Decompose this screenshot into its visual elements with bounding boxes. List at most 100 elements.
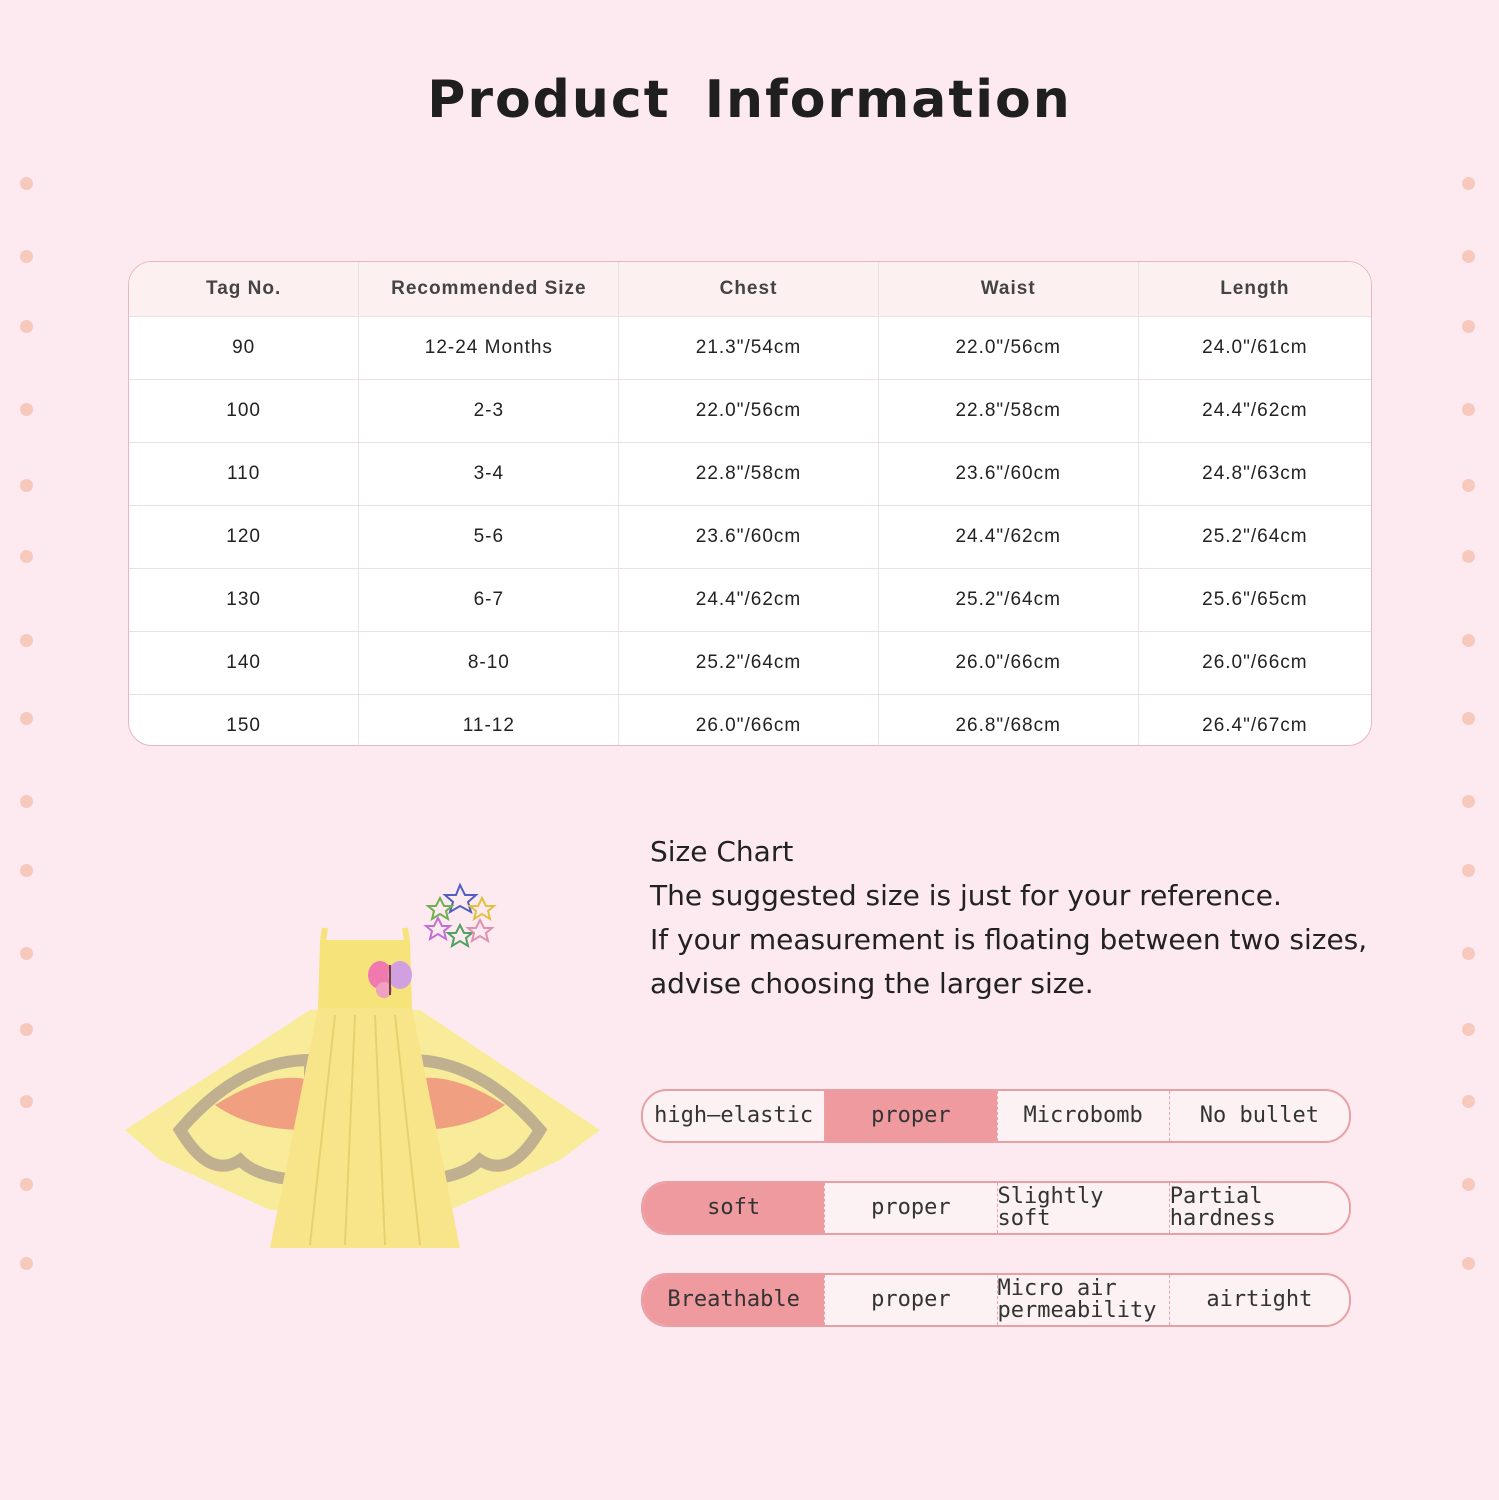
decorative-dot — [1462, 864, 1475, 877]
note-line: advise choosing the larger size. — [650, 967, 1094, 1000]
header-cell: Length — [1137, 262, 1371, 316]
decorative-dot — [1462, 320, 1475, 333]
table-row: 150 11-12 26.0"/66cm 26.8"/68cm 26.4"/67cm — [129, 694, 1371, 745]
attribute-scale: Breathable proper Micro air permeability ai… — [641, 1273, 1351, 1327]
table-cell: 6-7 — [358, 569, 618, 631]
table-cell: 24.8"/63cm — [1137, 443, 1371, 505]
note-heading: Size Chart — [650, 835, 794, 868]
scale-option: Micro air permeability — [996, 1275, 1169, 1325]
table-cell: 25.2"/64cm — [1137, 506, 1371, 568]
decorative-dot — [20, 712, 33, 725]
size-note: Size Chart The suggested size is just fo… — [650, 830, 1367, 1006]
header-cell: Chest — [618, 262, 877, 316]
scale-option: proper — [824, 1275, 996, 1325]
table-cell: 110 — [226, 463, 261, 484]
table-row: 130 6-7 24.4"/62cm 25.2"/64cm 25.6"/65cm — [129, 568, 1371, 631]
butterfly-applique-icon — [368, 961, 412, 998]
scale-option-selected: soft — [643, 1183, 825, 1233]
scale-option: airtight — [1168, 1275, 1349, 1325]
page-title: Product Information — [427, 70, 1072, 130]
decorative-dot — [20, 250, 33, 263]
decorative-dot — [1462, 1023, 1475, 1036]
table-cell: 100 — [226, 400, 261, 421]
header-cell: Recommended Size — [358, 262, 618, 316]
decorative-dot — [20, 795, 33, 808]
note-line: If your measurement is floating between … — [650, 923, 1368, 956]
table-row: 140 8-10 25.2"/64cm 26.0"/66cm 26.0"/66cm — [129, 631, 1371, 694]
scale-option-selected: proper — [824, 1091, 997, 1141]
table-cell: 12-24 Months — [358, 317, 618, 379]
table-cell: 25.6"/65cm — [1137, 569, 1371, 631]
scale-option: proper — [824, 1183, 996, 1233]
decorative-dot — [1462, 1257, 1475, 1270]
table-cell: 2-3 — [358, 380, 618, 442]
dress-image — [120, 880, 610, 1264]
table-cell: 3-4 — [358, 443, 618, 505]
decorative-dot — [1462, 634, 1475, 647]
table-row: 110 3-4 22.8"/58cm 23.6"/60cm 24.8"/63cm — [129, 442, 1371, 505]
scale-option: No bullet — [1168, 1091, 1349, 1141]
decorative-dot — [20, 1178, 33, 1191]
header-cell: Tag No. — [206, 278, 282, 299]
table-cell: 90 — [232, 337, 256, 358]
table-cell: 21.3"/54cm — [618, 317, 877, 379]
table-cell: 5-6 — [358, 506, 618, 568]
decorative-dot — [1462, 403, 1475, 416]
table-cell: 24.4"/62cm — [877, 506, 1138, 568]
table-cell: 22.0"/56cm — [618, 380, 877, 442]
decorative-dot — [1462, 712, 1475, 725]
table-cell: 26.0"/66cm — [877, 632, 1138, 694]
decorative-dot — [20, 479, 33, 492]
decorative-dot — [1462, 250, 1475, 263]
attribute-scale: high—elastic proper Microbomb No bullet — [641, 1089, 1351, 1143]
decorative-dot — [20, 947, 33, 960]
decorative-dot — [20, 1023, 33, 1036]
table-cell: 150 — [226, 715, 261, 736]
attribute-scale: soft proper Slightly soft Partial hardness — [641, 1181, 1351, 1235]
decorative-dot — [20, 864, 33, 877]
table-cell: 25.2"/64cm — [877, 569, 1138, 631]
table-cell: 26.4"/67cm — [1137, 695, 1371, 745]
decorative-dot — [1462, 947, 1475, 960]
table-row: 100 2-3 22.0"/56cm 22.8"/58cm 24.4"/62cm — [129, 379, 1371, 442]
table-cell: 11-12 — [358, 695, 618, 745]
scale-option: high—elastic — [654, 1103, 814, 1128]
table-cell: 130 — [226, 589, 261, 610]
table-header: Tag No. Recommended Size Chest Waist Len… — [129, 262, 1371, 316]
table-cell: 26.8"/68cm — [877, 695, 1138, 745]
table-cell: 24.4"/62cm — [1137, 380, 1371, 442]
table-cell: 23.6"/60cm — [877, 443, 1138, 505]
decorative-dot — [1462, 479, 1475, 492]
decorative-dot — [1462, 795, 1475, 808]
table-cell: 8-10 — [358, 632, 618, 694]
scale-option: Slightly soft — [996, 1183, 1169, 1233]
header-cell: Waist — [877, 262, 1138, 316]
scale-option: Microbomb — [996, 1091, 1169, 1141]
table-cell: 23.6"/60cm — [618, 506, 877, 568]
decorative-dot — [1462, 177, 1475, 190]
table-cell: 22.8"/58cm — [618, 443, 877, 505]
decorative-dot — [20, 403, 33, 416]
table-cell: 24.0"/61cm — [1137, 317, 1371, 379]
decorative-dot — [20, 1257, 33, 1270]
table-row: 120 5-6 23.6"/60cm 24.4"/62cm 25.2"/64cm — [129, 505, 1371, 568]
decorative-dot — [20, 634, 33, 647]
decorative-dot — [1462, 550, 1475, 563]
table-cell: 24.4"/62cm — [618, 569, 877, 631]
size-table: Tag No. Recommended Size Chest Waist Len… — [128, 261, 1372, 746]
table-cell: 26.0"/66cm — [1137, 632, 1371, 694]
table-row: 90 12-24 Months 21.3"/54cm 22.0"/56cm 24.0"/… — [129, 316, 1371, 379]
table-cell: 120 — [226, 526, 261, 547]
table-cell: 22.0"/56cm — [877, 317, 1138, 379]
decorative-dot — [20, 177, 33, 190]
table-cell: 26.0"/66cm — [618, 695, 877, 745]
table-cell: 22.8"/58cm — [877, 380, 1138, 442]
decorative-dot — [1462, 1095, 1475, 1108]
decorative-dot — [1462, 1178, 1475, 1191]
decorative-dot — [20, 320, 33, 333]
hair-clips-icon — [423, 882, 497, 949]
table-cell: 140 — [226, 652, 261, 673]
decorative-dot — [20, 1095, 33, 1108]
scale-option-selected: Breathable — [643, 1275, 825, 1325]
